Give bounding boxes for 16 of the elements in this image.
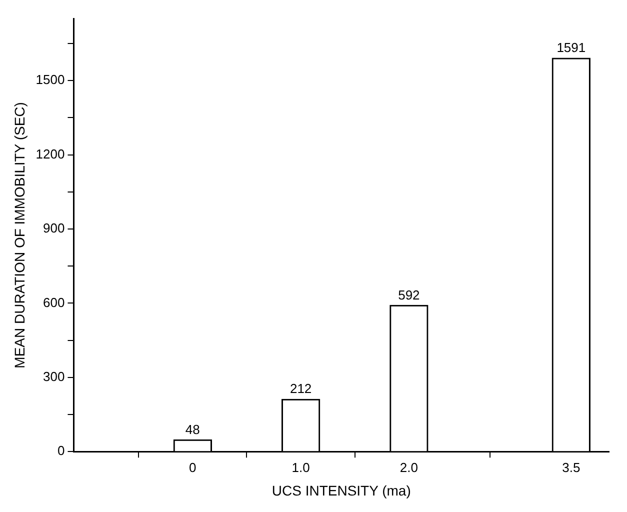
y-axis-title: MEAN DURATION OF IMMOBILITY (SEC) (11, 102, 28, 368)
x-tick-label: 0 (189, 460, 196, 475)
y-tick-label: 300 (43, 368, 65, 384)
data-label: 48 (185, 422, 200, 437)
y-tick-label: 0 (57, 443, 65, 458)
y-tick-label: 600 (43, 294, 65, 310)
y-tick-label: 900 (43, 220, 65, 236)
x-tick-label: 3.5 (562, 460, 580, 475)
y-tick-label: 1200 (36, 146, 65, 162)
data-label: 592 (398, 287, 420, 302)
data-label: 212 (290, 381, 312, 396)
data-label: 1591 (556, 40, 586, 56)
x-tick-label: 1.0 (292, 460, 310, 475)
y-tick-label: 1500 (36, 72, 65, 88)
x-tick-label: 2.0 (400, 460, 418, 475)
x-axis-title: UCS INTENSITY (ma) (272, 482, 411, 498)
